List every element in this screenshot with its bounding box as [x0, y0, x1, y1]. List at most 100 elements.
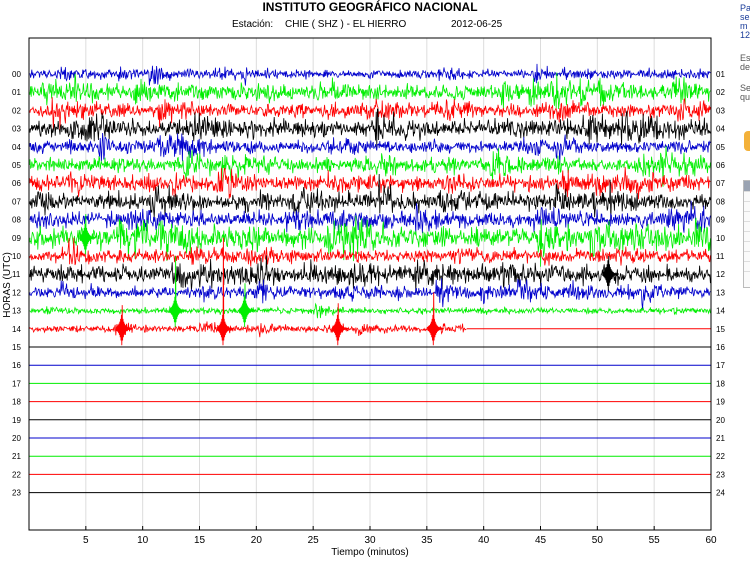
side-table-row[interactable] [744, 222, 750, 232]
hour-label-right: 23 [716, 470, 725, 479]
hour-label-left: 11 [12, 270, 21, 279]
hour-label-right: 22 [716, 452, 725, 461]
hour-label-left: 13 [12, 307, 21, 316]
hour-label-left: 21 [12, 452, 21, 461]
side-table-row[interactable] [744, 212, 750, 222]
hour-label-left: 18 [12, 398, 21, 407]
x-tick-label: 45 [535, 535, 547, 546]
trace-line [29, 72, 711, 111]
hour-label-right: 18 [716, 379, 725, 388]
trace-line [29, 63, 711, 86]
event-spike [79, 214, 97, 255]
hour-label-left: 08 [12, 216, 21, 225]
hour-label-right: 19 [716, 398, 725, 407]
side-table-row[interactable] [744, 262, 750, 272]
side-text-line: m [740, 21, 748, 31]
event-spike [115, 305, 133, 346]
hour-label-left: 17 [12, 379, 21, 388]
hour-label-left: 07 [12, 197, 21, 206]
side-panel-table [743, 180, 750, 288]
hour-label-right: 08 [716, 197, 725, 206]
x-tick-label: 15 [194, 535, 206, 546]
side-panel: Pa se m 12 Es de Se qu [739, 0, 750, 563]
page-title: INSTITUTO GEOGRÁFICO NACIONAL [262, 0, 478, 14]
side-panel-button[interactable] [744, 131, 750, 151]
trace-line [29, 237, 711, 267]
trace-line [29, 278, 711, 310]
side-text-line: Pa [740, 3, 750, 13]
side-table-header [744, 181, 750, 192]
hour-label-left: 15 [12, 343, 21, 352]
hour-label-left: 02 [12, 106, 21, 115]
side-panel-text-2: Es de [740, 54, 750, 72]
trace-line [29, 132, 711, 166]
side-table-row[interactable] [744, 232, 750, 242]
side-text-line: de [740, 62, 750, 72]
hour-label-right: 07 [716, 179, 725, 188]
side-panel-text-1: Pa se m 12 [740, 4, 750, 40]
trace-line [29, 321, 467, 338]
event-spike [169, 255, 186, 328]
trace-line [29, 97, 711, 131]
side-table-row[interactable] [744, 242, 750, 252]
hour-label-right: 04 [716, 125, 725, 134]
x-tick-label: 35 [421, 535, 433, 546]
hour-label-left: 05 [12, 161, 21, 170]
hour-label-left: 03 [12, 125, 21, 134]
station-name: CHIE ( SHZ ) - EL HIERRO [285, 19, 407, 30]
hour-label-right: 09 [716, 216, 725, 225]
trace-line [29, 146, 711, 187]
hour-label-right: 14 [716, 307, 725, 316]
x-tick-label: 55 [649, 535, 661, 546]
x-tick-label: 10 [137, 535, 149, 546]
side-text-line: 12 [740, 30, 750, 40]
hour-label-left: 20 [12, 434, 21, 443]
hour-label-left: 22 [12, 470, 21, 479]
hour-label-left: 10 [12, 252, 21, 261]
trace-line [29, 302, 711, 319]
side-table-row[interactable] [744, 192, 750, 202]
trace-line [29, 200, 711, 234]
hour-label-right: 13 [716, 288, 725, 297]
station-label: Estación: [232, 19, 274, 30]
x-tick-label: 60 [705, 535, 717, 546]
hour-label-right: 12 [716, 270, 725, 279]
side-table-row[interactable] [744, 252, 750, 262]
side-table-row[interactable] [744, 202, 750, 212]
hour-label-right: 11 [716, 252, 725, 261]
trace-line [29, 173, 711, 221]
x-tick-label: 25 [308, 535, 320, 546]
event-spike [427, 292, 445, 346]
hour-label-right: 20 [716, 416, 725, 425]
hour-label-left: 23 [12, 489, 21, 498]
hour-label-left: 00 [12, 70, 21, 79]
x-axis-title: Tiempo (minutos) [331, 547, 408, 558]
event-spike [238, 283, 256, 328]
side-text-line: qu [740, 92, 750, 102]
x-tick-label: 30 [364, 535, 376, 546]
trace-line [29, 215, 711, 267]
hour-label-right: 03 [716, 106, 725, 115]
hour-label-right: 10 [716, 234, 725, 243]
y-axis-title: HORAS (UTC) [2, 252, 13, 318]
trace-line [29, 166, 711, 200]
hour-label-left: 09 [12, 234, 21, 243]
side-panel-text-3: Se qu [740, 84, 750, 102]
hour-label-right: 24 [716, 489, 725, 498]
side-text-line: Es [740, 53, 750, 63]
trace-line [29, 255, 711, 294]
hour-label-left: 14 [12, 325, 21, 334]
x-tick-label: 40 [478, 535, 490, 546]
record-date: 2012-06-25 [451, 19, 503, 30]
side-text-line: Se [740, 83, 750, 93]
event-spike [602, 255, 620, 291]
event-spike [331, 303, 349, 346]
trace-line [29, 108, 711, 148]
hour-label-right: 02 [716, 88, 725, 97]
hour-label-left: 12 [12, 288, 21, 297]
hour-label-left: 19 [12, 416, 21, 425]
hour-label-right: 06 [716, 161, 725, 170]
x-tick-label: 50 [592, 535, 604, 546]
hour-label-right: 05 [716, 143, 725, 152]
